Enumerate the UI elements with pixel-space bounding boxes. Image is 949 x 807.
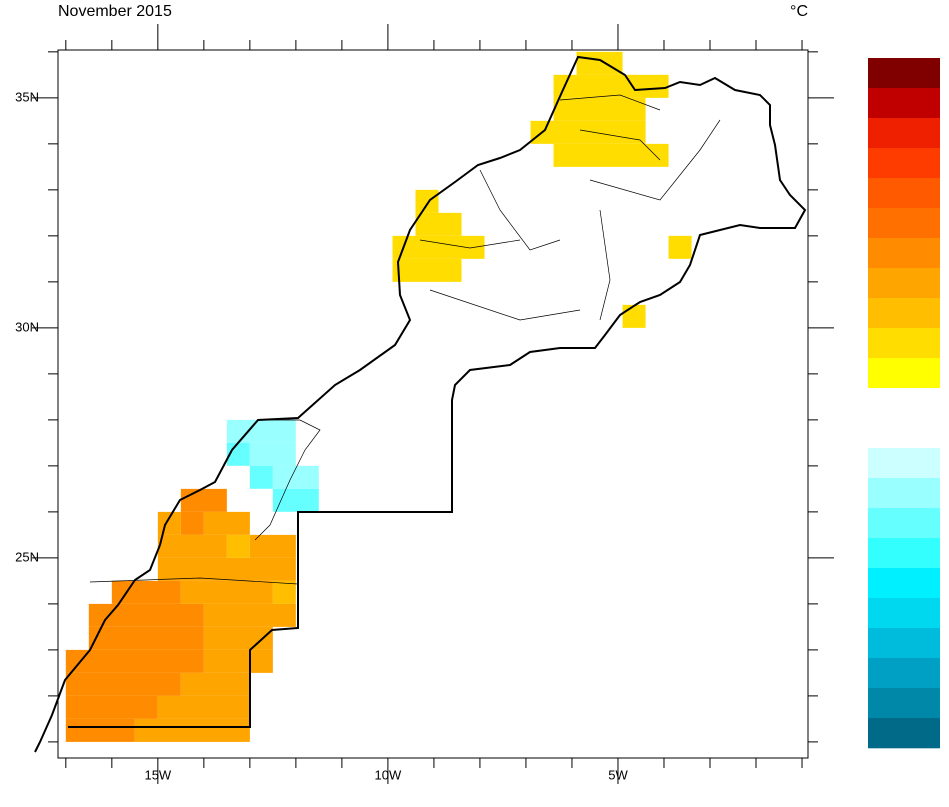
grid-cell (65, 718, 135, 742)
colorbar-box (868, 718, 940, 749)
grid-cell (226, 534, 250, 558)
grid-cell (180, 488, 227, 512)
grid-cell (295, 442, 342, 466)
colorbar-box (868, 328, 940, 359)
colorbar-box (868, 598, 940, 629)
colorbar-box (868, 658, 940, 689)
grid-cell (553, 97, 646, 121)
grid-cell (111, 580, 181, 604)
grid-cell (553, 143, 669, 167)
x-tick-label: 5W (608, 767, 628, 782)
grid-cell (249, 442, 296, 466)
colorbar-box (868, 118, 940, 149)
grid-cell (249, 465, 273, 489)
grid-cell (272, 465, 319, 489)
grid-cell (272, 580, 296, 604)
grid-cell (88, 603, 204, 627)
colorbar-box (868, 358, 940, 389)
plot-frame (57, 49, 809, 759)
grid-cell (65, 672, 181, 696)
grid-cell (157, 557, 296, 581)
grid-cell (249, 534, 296, 558)
colorbar-box (868, 448, 940, 479)
grid-cell (415, 212, 462, 236)
grid-cell (622, 304, 646, 328)
grid-cell (65, 649, 204, 673)
grid-cell (226, 419, 296, 443)
x-tick-label: 10W (375, 767, 402, 782)
grid-cell (203, 649, 273, 673)
y-tick-label: 30N (15, 319, 39, 334)
colorbar-box (868, 148, 940, 179)
grid-cell (180, 672, 250, 696)
grid-cell (203, 603, 296, 627)
x-tick-label: 15W (144, 767, 171, 782)
grid-cell (249, 488, 273, 512)
colorbar-box (868, 538, 940, 569)
colorbar-box (868, 628, 940, 659)
colorbar-box (868, 418, 940, 449)
grid-cell (530, 120, 646, 144)
colorbar-box (868, 298, 940, 329)
colorbar-box (868, 88, 940, 119)
y-tick-label: 35N (15, 89, 39, 104)
grid-cell (576, 51, 623, 75)
y-tick-label: 25N (15, 549, 39, 564)
grid-cell (553, 74, 669, 98)
grid-cell (134, 718, 250, 742)
grid-cell (157, 534, 227, 558)
grid-cell (226, 465, 250, 489)
grid-cell (180, 511, 204, 535)
grid-cell (65, 695, 158, 719)
grid-cell (157, 511, 181, 535)
grid-cell (203, 511, 250, 535)
colorbar-box (868, 58, 940, 89)
grid-cell (415, 189, 439, 213)
colorbar-box (868, 568, 940, 599)
grid-cell (392, 258, 462, 282)
colorbar-box (868, 688, 940, 719)
grid-cell (180, 580, 273, 604)
colorbar-box (868, 208, 940, 239)
colorbar-box (868, 268, 940, 299)
grid-cell (272, 488, 319, 512)
unit: °C (790, 3, 808, 20)
grid-cell (318, 465, 365, 489)
grid-cell (318, 488, 411, 512)
grid-cell (392, 235, 485, 259)
colorbar-box (868, 508, 940, 539)
grid-cell (272, 511, 296, 535)
colorbar-box (868, 178, 940, 209)
grid-cell (157, 695, 250, 719)
country-outline (34, 55, 807, 753)
grid-cell (668, 235, 692, 259)
colorbar-box (868, 388, 940, 419)
grid-cell (88, 626, 204, 650)
title: November 2015 (58, 3, 172, 20)
colorbar-box (868, 478, 940, 509)
colorbar-box (868, 238, 940, 269)
